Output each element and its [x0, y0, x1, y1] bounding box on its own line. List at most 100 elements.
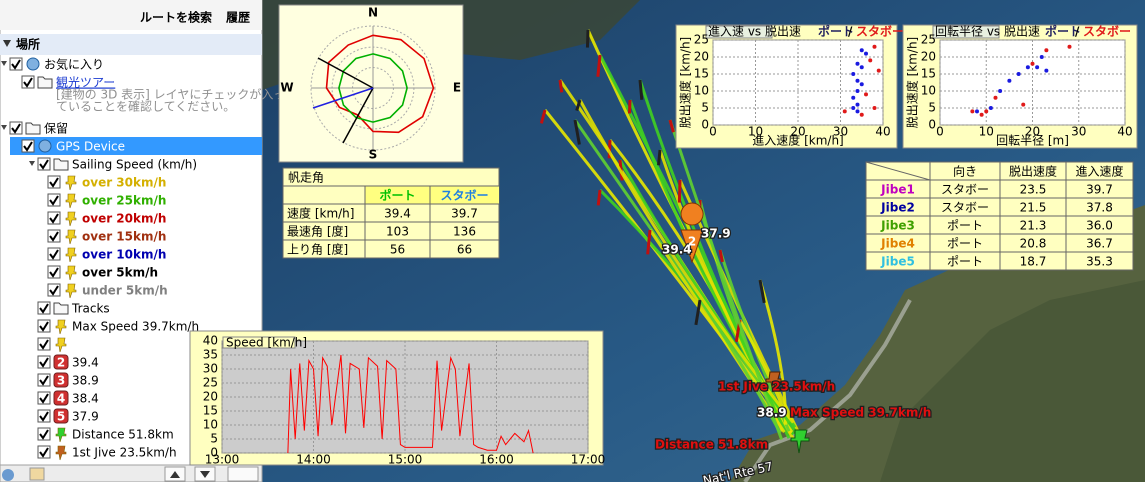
map-pin[interactable] — [790, 429, 810, 454]
map-pin[interactable] — [765, 371, 782, 393]
scatter-point — [1044, 48, 1049, 53]
map-marker[interactable] — [680, 202, 704, 264]
y-tick-label: 35 — [203, 348, 218, 362]
scatter-point — [868, 58, 873, 63]
scatter-point — [998, 89, 1003, 93]
scatter-point — [1067, 44, 1072, 49]
history-tab[interactable]: 履歴 — [225, 11, 250, 25]
collapse-arrow[interactable] — [3, 40, 11, 47]
tree-label[interactable]: 観光ツアー — [56, 76, 115, 90]
y-tick-label: 5 — [210, 432, 218, 446]
table-cell: ポート — [947, 237, 983, 251]
tree-label[interactable]: 1st Jive 23.5km/h — [72, 446, 177, 460]
scatter-point — [864, 51, 868, 56]
tree-label[interactable]: GPS Device — [56, 140, 125, 154]
view-button[interactable] — [227, 466, 259, 482]
layer-button[interactable] — [29, 467, 45, 481]
scatter-point — [984, 109, 989, 114]
tree-label[interactable]: over 30km/h — [82, 176, 166, 190]
tree-label[interactable]: over 25km/h — [82, 194, 166, 208]
legend-label: スタボー — [856, 24, 904, 39]
scatter-point — [988, 106, 993, 110]
row-header: 速度 [km/h] — [287, 206, 354, 221]
map-label[interactable]: Max Speed 39.7km/h — [789, 404, 933, 421]
tree-label[interactable]: 37.9 — [72, 410, 99, 424]
track-detail — [657, 149, 662, 166]
tree-label[interactable]: Max Speed 39.7km/h — [72, 320, 199, 334]
expand-arrow[interactable] — [29, 161, 35, 166]
y-tick-label: 25 — [203, 376, 218, 390]
map-label[interactable]: 37.9 — [700, 225, 732, 242]
y-tick-label: 15 — [921, 67, 936, 81]
map-label[interactable]: 1st Jive 23.5km/h — [717, 378, 837, 395]
badge — [53, 390, 69, 406]
column-header: 脱出速度 — [1009, 164, 1057, 179]
tree-label[interactable]: 38.9 — [72, 374, 99, 388]
map-label[interactable]: Distance 51.8km — [654, 436, 770, 453]
globe-button[interactable] — [2, 469, 14, 481]
check — [11, 59, 21, 70]
selection — [10, 137, 262, 155]
track-detail — [585, 29, 590, 48]
x-tick-label: 14:00 — [296, 453, 331, 467]
scatter-point — [1044, 68, 1049, 73]
scatter-point — [855, 78, 860, 83]
tree-label[interactable]: Tracks — [71, 302, 110, 316]
tree-label[interactable]: over 15km/h — [82, 230, 166, 244]
tree-label[interactable]: over 10km/h — [82, 248, 166, 262]
tree-label[interactable]: under 5km/h — [82, 284, 168, 298]
y-tick-label: 30 — [203, 362, 218, 376]
x-tick-label: 20 — [790, 125, 805, 139]
scatter-point — [1025, 65, 1030, 70]
table-cell: スタボー — [941, 183, 989, 197]
tree-label[interactable]: 39.4 — [72, 356, 99, 370]
map-label[interactable]: 39.4 — [661, 241, 693, 258]
scatter-point — [855, 61, 860, 66]
x-tick-label: 30 — [1071, 125, 1086, 139]
table-panel — [282, 167, 500, 259]
column-header: 向き — [953, 164, 977, 179]
scatter-point — [1039, 55, 1044, 59]
expand-arrow[interactable] — [1, 125, 7, 130]
folder-icon — [25, 122, 41, 135]
scatter-point — [872, 106, 877, 110]
tree-label[interactable]: 保留 — [44, 122, 68, 136]
map-label[interactable]: 38.9 — [756, 404, 788, 421]
table-cell: 37.8 — [1086, 201, 1113, 215]
scatter-point — [851, 95, 856, 100]
x-tick-label: 0 — [709, 125, 717, 139]
polar-panel — [278, 4, 464, 163]
y-tick-label: 10 — [694, 84, 709, 98]
table-cell: 36.0 — [1086, 219, 1113, 233]
pin-icon — [65, 247, 77, 263]
table-cell: 21.3 — [1020, 219, 1047, 233]
map-label[interactable]: 2 — [688, 235, 696, 249]
column-header: スタボー — [440, 188, 488, 203]
scatter-point — [859, 112, 864, 117]
track-detail — [607, 139, 612, 159]
check — [39, 321, 49, 332]
expand-arrow[interactable] — [1, 61, 7, 66]
route-tab[interactable]: ルートを検索 — [140, 10, 212, 25]
tree-label[interactable]: 38.4 — [72, 392, 99, 406]
check — [39, 303, 49, 314]
tree-label[interactable]: over 20km/h — [82, 212, 166, 226]
tree-label[interactable]: over 5km/h — [82, 266, 158, 280]
globe-icon — [38, 139, 52, 153]
tree-note: [建物の 3D 表示] レイヤにチェックが入っ — [56, 87, 285, 102]
y-tick-label: 0 — [210, 446, 218, 460]
track-detail — [646, 229, 652, 255]
tree-label[interactable]: Distance 51.8km — [72, 428, 174, 442]
tree-label[interactable]: お気に入り — [44, 57, 104, 72]
tree-label[interactable]: Sailing Speed (km/h) — [72, 158, 197, 172]
jibe-name: Jibe4 — [880, 237, 915, 251]
legend-separator: / — [848, 25, 853, 39]
column-header: ポート — [379, 188, 415, 203]
plot-area — [712, 39, 884, 126]
up-icon — [170, 471, 180, 478]
badge — [53, 354, 69, 370]
track-detail — [638, 79, 644, 100]
wind-line — [317, 57, 374, 89]
table-cell: 21.5 — [1020, 201, 1047, 215]
